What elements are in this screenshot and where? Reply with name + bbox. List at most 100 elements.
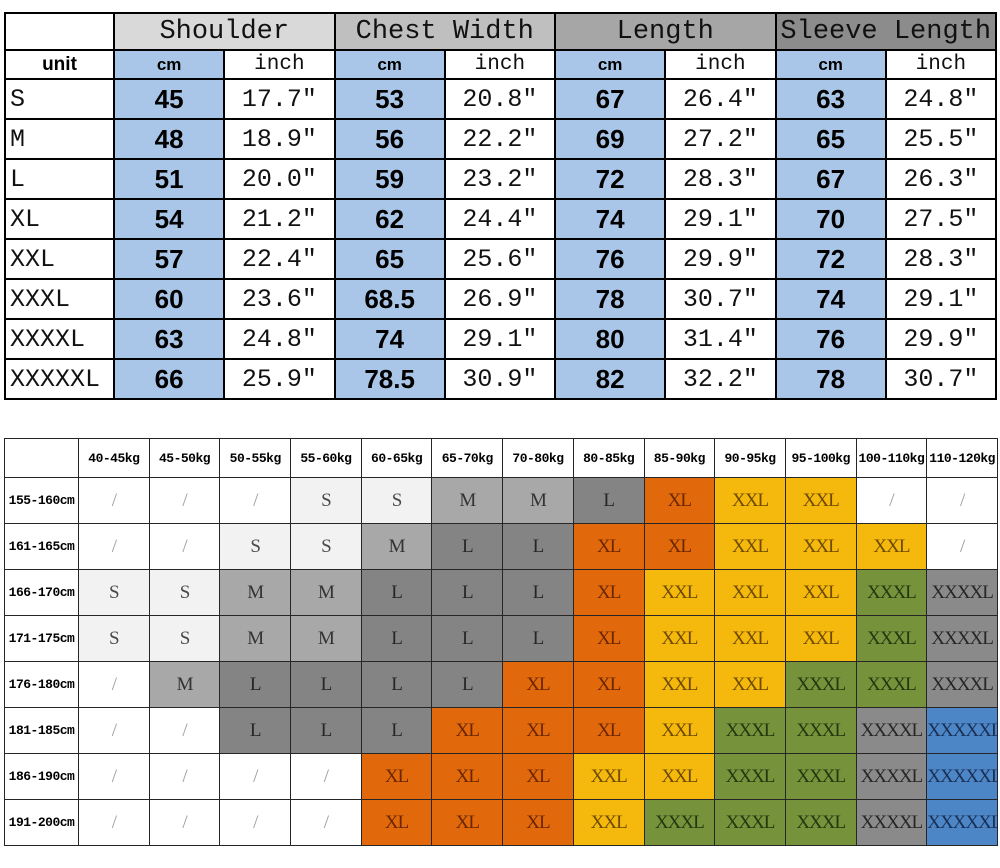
cm-value-cell: 68.5 — [333, 278, 446, 320]
fit-cell: / — [78, 661, 150, 708]
fit-cell: S — [360, 477, 433, 524]
cm-header-cell: cm — [112, 49, 226, 80]
size-label-cell: XXXXL — [4, 318, 115, 360]
fit-cell: XXXXL — [855, 753, 928, 800]
fit-cell: / — [148, 707, 221, 754]
fit-cell: L — [360, 661, 433, 708]
inch-value-cell: 24.8" — [884, 78, 998, 120]
fit-cell: L — [431, 615, 504, 662]
fit-cell: L — [431, 569, 504, 616]
inch-value-cell: 29.1" — [664, 198, 777, 240]
cm-value-cell: 74 — [333, 318, 446, 360]
fit-cell: M — [431, 477, 504, 524]
inch-value-cell: 22.4" — [223, 238, 336, 280]
inch-value-cell: 32.2" — [664, 358, 777, 400]
height-label-cell: 171-175cm — [4, 615, 79, 662]
weight-header-cell: 80-85kg — [572, 438, 645, 478]
cm-value-cell: 69 — [553, 118, 667, 160]
inch-value-cell: 29.1" — [443, 318, 557, 360]
group-header-chest-width: Chest Width — [333, 12, 556, 51]
fit-cell: XXL — [714, 477, 786, 524]
inch-value-cell: 17.7" — [223, 78, 336, 120]
cm-value-cell: 82 — [553, 358, 667, 400]
group-header-shoulder: Shoulder — [113, 12, 336, 51]
corner-blank-cell — [4, 12, 115, 51]
fit-cell: / — [78, 477, 150, 524]
fit-row-161-165cm: 161-165cm / / S S M L L XL XL XXL XXL XXL / — [4, 523, 998, 570]
inch-value-cell: 31.4" — [664, 318, 777, 360]
fit-cell: M — [360, 523, 433, 570]
fit-row-186-190cm: 186-190cm / / / / XL XL XL XXL XXL XXXL XXXL XXXXL XX… — [4, 753, 998, 800]
fit-row-176-180cm: 176-180cm / M L L L L XL XL XXL XXL XXXL XXXL XXXXL — [4, 661, 998, 708]
fit-cell: / — [78, 707, 150, 754]
fit-cell: M — [148, 661, 221, 708]
size-table-body: Shoulder Chest Width Length Sleeve Length un… — [4, 12, 998, 400]
fit-cell: XXXL — [784, 753, 857, 800]
fit-cell: XXL — [643, 661, 716, 708]
weight-header-cell: 85-90kg — [643, 438, 716, 478]
fit-cell: L — [431, 661, 504, 708]
weight-header-cell: 110-120kg — [926, 438, 998, 478]
fit-row-166-170cm: 166-170cm S S M M L L L XL XXL XXL XXL XXXL XXXXL — [4, 569, 998, 616]
fit-cell: XXXXXL — [926, 753, 998, 800]
group-header-length: Length — [554, 12, 777, 51]
cm-value-cell: 63 — [112, 318, 226, 360]
inch-value-cell: 30.7" — [884, 358, 998, 400]
fit-cell: L — [502, 569, 574, 616]
fit-cell: XXL — [643, 615, 716, 662]
weight-header-cell: 40-45kg — [78, 438, 150, 478]
fit-cell: XL — [502, 707, 574, 754]
weight-header-cell: 90-95kg — [714, 438, 786, 478]
group-header-row: Shoulder Chest Width Length Sleeve Length — [4, 12, 997, 51]
inch-value-cell: 26.9" — [443, 278, 557, 320]
fit-cell: XL — [572, 523, 645, 570]
fit-cell: / — [855, 477, 928, 524]
inch-value-cell: 27.2" — [664, 118, 777, 160]
cm-value-cell: 76 — [774, 318, 887, 360]
fit-cell: M — [290, 569, 362, 616]
fit-cell: XXXL — [784, 707, 857, 754]
fit-cell: XXXXXL — [926, 799, 998, 846]
cm-value-cell: 65 — [333, 238, 446, 280]
fit-cell: M — [290, 615, 362, 662]
fit-cell: XXL — [643, 569, 716, 616]
inch-value-cell: 24.8" — [223, 318, 336, 360]
cm-value-cell: 66 — [112, 358, 226, 400]
weight-header-cell: 65-70kg — [431, 438, 504, 478]
inch-value-cell: 24.4" — [443, 198, 557, 240]
size-measurement-table: Shoulder Chest Width Length Sleeve Length un… — [4, 12, 998, 400]
fit-cell: XL — [643, 477, 716, 524]
cm-value-cell: 67 — [553, 78, 667, 120]
cm-value-cell: 78 — [553, 278, 667, 320]
fit-table-body: 40-45kg 45-50kg 50-55kg 55-60kg 60-65kg 65-70… — [4, 438, 998, 846]
inch-value-cell: 20.8" — [443, 78, 557, 120]
fit-cell: S — [148, 569, 221, 616]
cm-value-cell: 67 — [774, 158, 887, 200]
inch-value-cell: 25.5" — [884, 118, 998, 160]
size-row-xxxxl: XXXXL 63 24.8" 74 29.1" 80 31.4" 76 29.9" — [4, 318, 998, 360]
cm-value-cell: 48 — [112, 118, 226, 160]
fit-cell: XXL — [784, 615, 857, 662]
cm-value-cell: 45 — [112, 78, 226, 120]
cm-value-cell: 60 — [112, 278, 226, 320]
fit-row-191-200cm: 191-200cm / / / / XL XL XL XXL XXXL XXXL XXXL XXXXL X… — [4, 799, 998, 846]
cm-value-cell: 53 — [333, 78, 446, 120]
fit-cell: XXXXL — [855, 799, 928, 846]
fit-cell: / — [290, 799, 362, 846]
size-label-cell: XXXL — [4, 278, 115, 320]
inch-value-cell: 28.3" — [664, 158, 777, 200]
fit-cell: XL — [643, 523, 716, 570]
fit-cell: XXXL — [784, 661, 857, 708]
cm-value-cell: 57 — [112, 238, 226, 280]
fit-cell: XL — [572, 707, 645, 754]
size-row-s: S 45 17.7" 53 20.8" 67 26.4" 63 24.8" — [4, 78, 998, 120]
cm-value-cell: 80 — [553, 318, 667, 360]
fit-cell: XXL — [714, 523, 786, 570]
cm-value-cell: 76 — [553, 238, 667, 280]
cm-value-cell: 65 — [774, 118, 887, 160]
fit-cell: XXL — [714, 661, 786, 708]
inch-value-cell: 27.5" — [884, 198, 998, 240]
fit-cell: XL — [572, 661, 645, 708]
cm-header-cell: cm — [774, 49, 887, 80]
fit-cell: XXXXL — [926, 615, 998, 662]
